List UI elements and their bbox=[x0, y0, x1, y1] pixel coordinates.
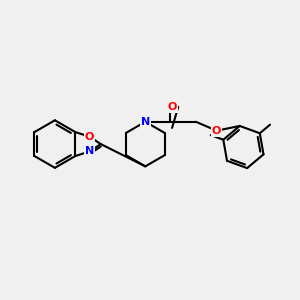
Text: O: O bbox=[167, 102, 177, 112]
Text: N: N bbox=[141, 117, 150, 127]
Text: O: O bbox=[212, 126, 221, 136]
Text: N: N bbox=[85, 146, 94, 157]
Text: O: O bbox=[85, 132, 94, 142]
